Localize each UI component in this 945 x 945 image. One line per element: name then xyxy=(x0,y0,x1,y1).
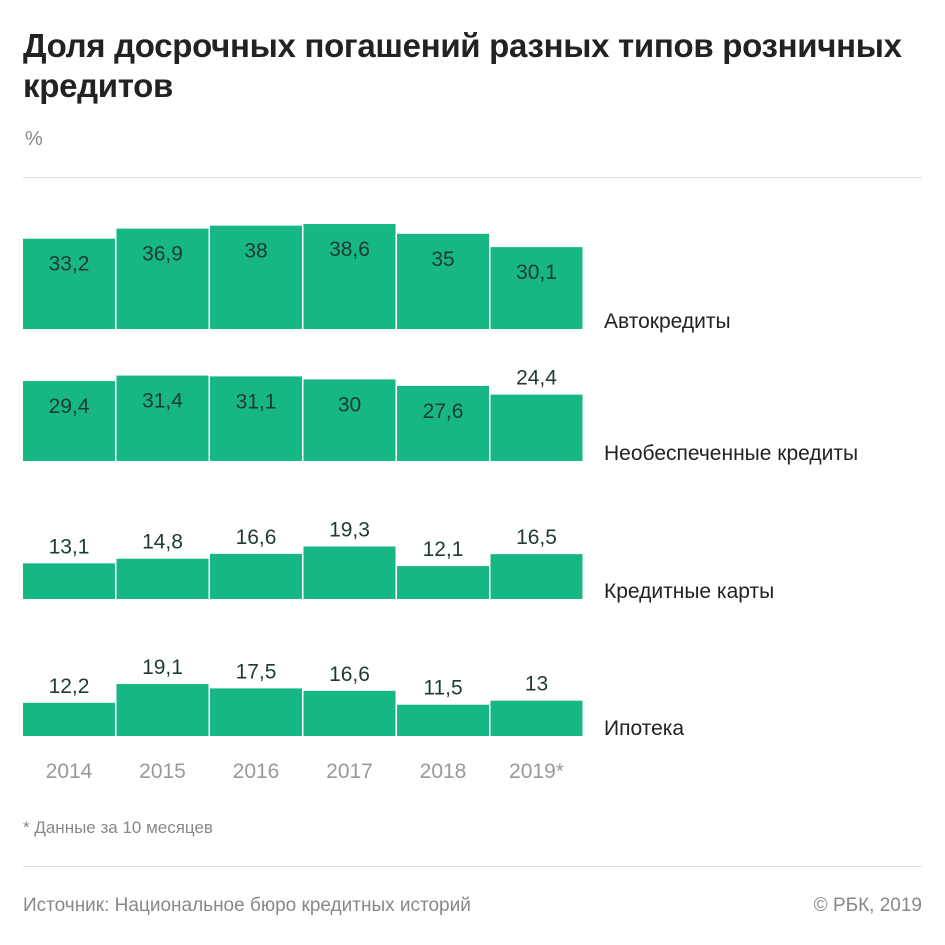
bar xyxy=(23,238,115,329)
bar xyxy=(303,224,396,329)
data-label: 17,5 xyxy=(236,660,277,683)
x-tick-label: 2014 xyxy=(46,760,93,783)
bar xyxy=(397,385,489,461)
bar xyxy=(116,558,209,599)
chart-title: Доля досрочных погашений разных типов ро… xyxy=(23,27,902,104)
divider xyxy=(23,177,922,178)
bar xyxy=(210,376,302,461)
bar xyxy=(490,554,583,599)
data-label: 16,6 xyxy=(236,526,277,549)
bar xyxy=(397,233,489,329)
data-label: 12,2 xyxy=(49,675,90,698)
data-label: 11,5 xyxy=(423,677,462,700)
data-label: 30 xyxy=(338,393,361,416)
bar xyxy=(303,546,396,599)
data-label: 31,4 xyxy=(142,390,183,413)
data-label: 29,4 xyxy=(49,395,90,418)
unit-label: % xyxy=(25,128,43,150)
data-label: 19,1 xyxy=(142,656,183,679)
data-label: 16,6 xyxy=(329,663,370,686)
x-tick-label: 2019* xyxy=(509,760,564,783)
bar xyxy=(116,684,209,736)
source: Источник: Национальное бюро кредитных ис… xyxy=(23,895,471,916)
data-label: 33,2 xyxy=(49,253,90,276)
bar xyxy=(490,700,583,736)
bar xyxy=(210,688,302,736)
series-label: Кредитные карты xyxy=(604,580,774,603)
data-label: 12,1 xyxy=(423,538,464,561)
bar xyxy=(116,228,209,329)
data-label: 31,1 xyxy=(236,390,277,413)
bar xyxy=(303,379,396,461)
bar xyxy=(23,702,115,736)
data-label: 13,1 xyxy=(49,535,90,558)
x-tick-label: 2017 xyxy=(326,760,373,783)
series-label: Ипотека xyxy=(604,717,684,740)
bar xyxy=(210,225,302,329)
data-label: 13 xyxy=(525,673,548,696)
bar xyxy=(210,553,302,599)
data-label: 14,8 xyxy=(142,531,183,554)
bar xyxy=(490,394,583,461)
copyright: © РБК, 2019 xyxy=(813,895,922,916)
bar xyxy=(490,247,583,329)
x-tick-label: 2018 xyxy=(420,760,467,783)
divider xyxy=(23,866,922,867)
series-label: Необеспеченные кредиты xyxy=(604,442,858,465)
bar xyxy=(23,563,115,599)
footnote: * Данные за 10 месяцев xyxy=(23,818,213,837)
data-label: 19,3 xyxy=(329,519,370,542)
series-label: Автокредиты xyxy=(604,310,731,333)
data-label: 36,9 xyxy=(142,243,183,266)
bar xyxy=(23,381,115,461)
bar xyxy=(116,375,209,461)
data-label: 27,6 xyxy=(423,400,464,423)
data-label: 24,4 xyxy=(516,367,557,390)
x-tick-label: 2016 xyxy=(233,760,280,783)
x-tick-label: 2015 xyxy=(139,760,186,783)
data-label: 16,5 xyxy=(516,526,557,549)
data-label: 30,1 xyxy=(516,261,557,284)
data-label: 35 xyxy=(431,248,454,271)
data-label: 38 xyxy=(244,240,267,263)
data-label: 38,6 xyxy=(329,238,370,261)
bar xyxy=(397,704,489,736)
bar xyxy=(397,566,489,599)
bar xyxy=(303,690,396,736)
